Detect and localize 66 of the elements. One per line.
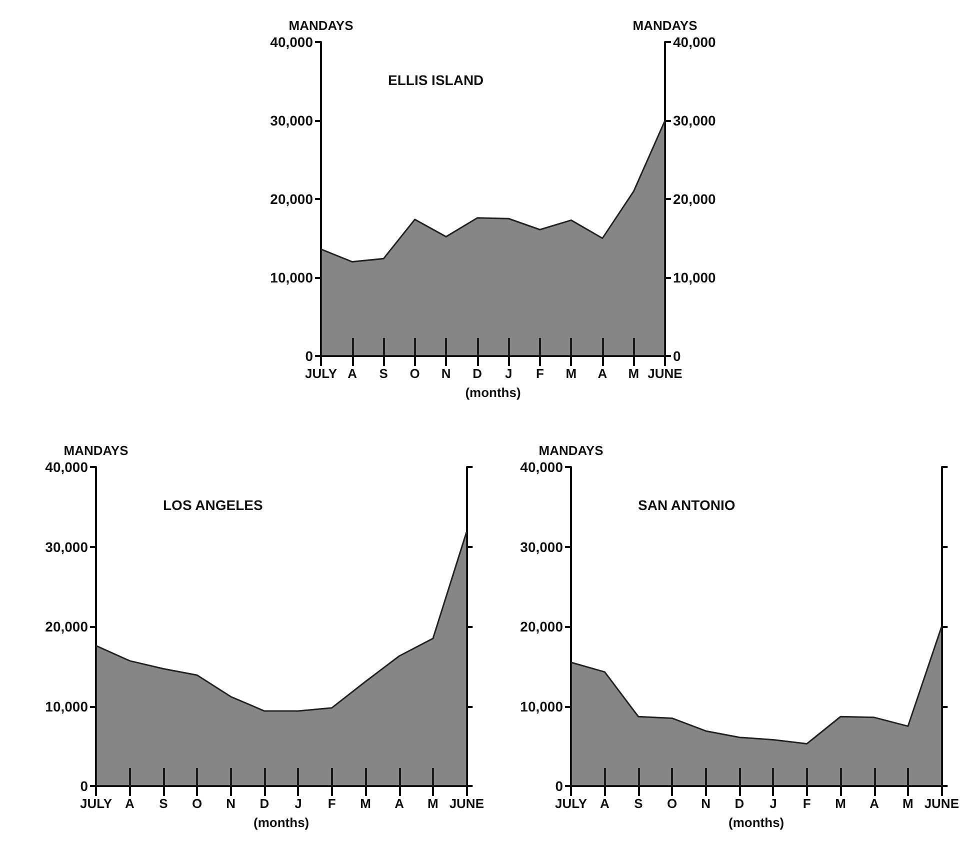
x-tick-label: F (328, 796, 336, 811)
x-tick-label: N (226, 796, 236, 811)
x-tick-label: F (536, 366, 544, 381)
x-axis-title: (months) (728, 815, 784, 830)
x-tick-label: JULY (304, 366, 338, 381)
x-tick-label: A (870, 796, 880, 811)
x-tick-label: JUNE (648, 366, 683, 381)
y-tick-label: 40,000 (45, 459, 88, 475)
y-tick-label: 0 (555, 778, 564, 794)
y-tick-label: 0 (80, 778, 88, 794)
x-tick-label: J (294, 796, 302, 811)
text: ELLIS ISLAND (388, 72, 484, 88)
text: LOS ANGELES (163, 497, 263, 513)
x-tick-label: S (379, 366, 388, 381)
x-tick-label: A (394, 796, 405, 811)
y2-tick-label: 30,000 (673, 112, 716, 128)
x-tick-label: A (598, 366, 608, 381)
x-tick-label: S (634, 796, 644, 811)
x-tick-label: M (428, 796, 438, 811)
text: SAN ANTONIO (638, 497, 736, 513)
y-tick-label: 20,000 (45, 618, 88, 634)
x-tick-label: A (600, 796, 610, 811)
y-tick-label: 0 (305, 348, 314, 364)
x-axis-title: (months) (465, 385, 521, 400)
x-tick-label: M (628, 366, 640, 381)
y2-tick-label: 20,000 (673, 191, 716, 207)
y-tick-label: 10,000 (270, 270, 314, 286)
y2-tick-label: 0 (673, 348, 681, 364)
x-tick-label: JUNE (924, 796, 960, 811)
y-tick-label: 40,000 (520, 459, 564, 475)
y-axis-title: MANDAYS (538, 443, 604, 458)
y-tick-label: 10,000 (520, 698, 564, 714)
y2-tick-label: 40,000 (673, 34, 716, 50)
x-tick-label: J (505, 366, 512, 381)
x-tick-label: O (667, 796, 678, 811)
x-tick-label: D (260, 796, 270, 811)
x-tick-label: J (770, 796, 777, 811)
x-tick-label: M (835, 796, 846, 811)
x-tick-label: M (566, 366, 577, 381)
x-tick-label: A (125, 796, 135, 811)
x-tick-label: S (159, 796, 168, 811)
x-tick-label: JULY (554, 796, 588, 811)
y-tick-label: 20,000 (520, 618, 564, 634)
x-axis-title: (months) (254, 815, 310, 830)
x-tick-label: JULY (80, 796, 112, 811)
y-tick-label: 30,000 (45, 538, 88, 555)
y-tick-label: 20,000 (270, 191, 314, 207)
y-axis-title: MANDAYS (288, 18, 354, 33)
y-tick-label: 30,000 (520, 538, 564, 555)
x-tick-label: O (192, 796, 202, 811)
x-tick-label: F (802, 796, 811, 811)
x-tick-label: M (360, 796, 371, 811)
x-tick-label: D (734, 796, 744, 811)
y-tick-label: 30,000 (270, 112, 314, 128)
y2-axis-title: MANDAYS (632, 18, 698, 33)
x-tick-label: N (441, 366, 451, 381)
y2-tick-label: 10,000 (673, 270, 716, 286)
y-axis-title: MANDAYS (64, 443, 129, 458)
x-tick-label: D (472, 366, 482, 381)
x-tick-label: N (701, 796, 710, 811)
x-tick-label: O (410, 366, 420, 381)
y-tick-label: 40,000 (270, 34, 314, 50)
y-tick-label: 10,000 (45, 698, 88, 714)
x-tick-label: A (348, 366, 358, 381)
x-tick-label: M (902, 796, 914, 811)
x-tick-label: JUNE (449, 796, 484, 811)
